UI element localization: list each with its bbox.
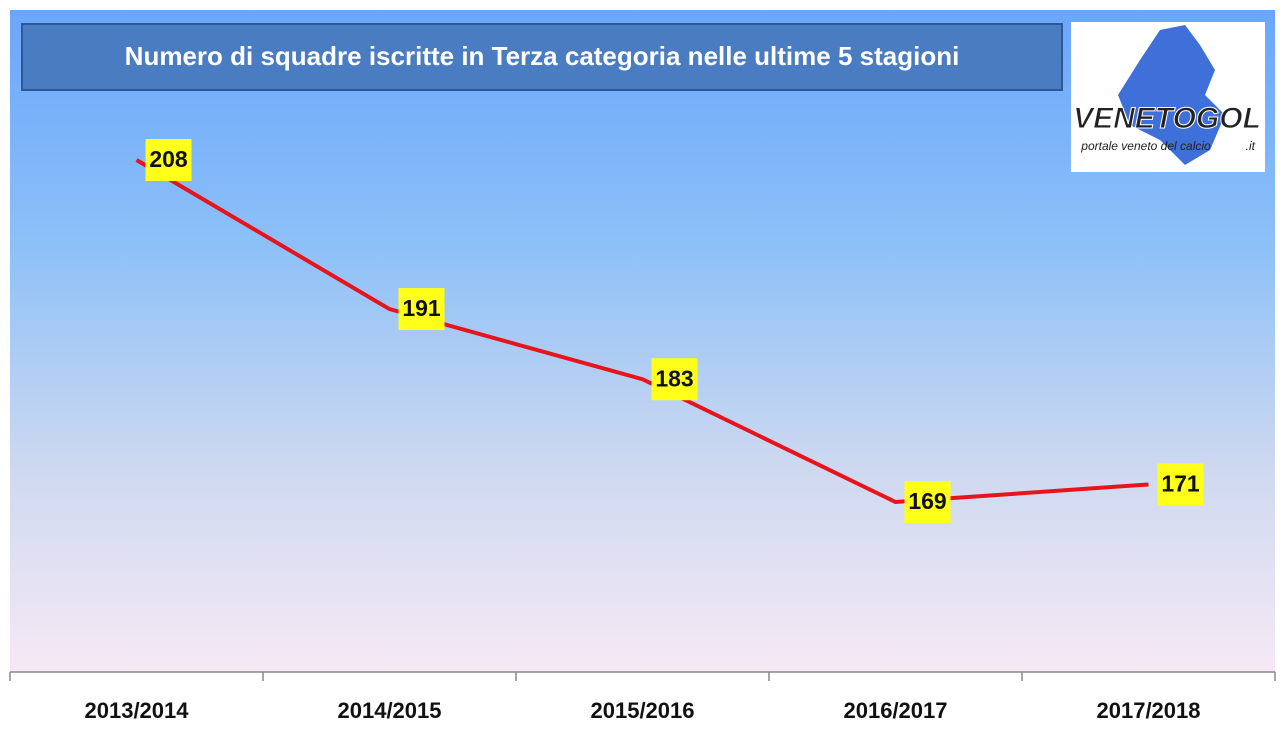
data-label-box [1157, 463, 1204, 506]
chart-title: Numero di squadre iscritte in Terza cate… [125, 41, 960, 71]
data-label: 169 [908, 488, 946, 514]
logo-tagline: portale veneto del calcio [1080, 139, 1211, 153]
data-label-box [904, 481, 951, 523]
data-label: 183 [655, 365, 693, 391]
title-box [21, 23, 1063, 91]
data-label-box [398, 288, 445, 331]
logo: VENETOGOL portale veneto del calcio .it [1071, 22, 1265, 172]
logo-name: VENETOGOL [1073, 102, 1261, 135]
x-tick-label: 2014/2015 [338, 698, 442, 723]
data-label: 208 [149, 146, 188, 172]
x-tick-label: 2015/2016 [591, 698, 695, 723]
data-label-box [145, 139, 192, 181]
x-tick-label: 2017/2018 [1097, 698, 1201, 723]
line [135, 158, 1149, 505]
x-tick-label: 2013/2014 [85, 698, 190, 723]
logo-suffix: .it [1246, 139, 1256, 153]
x-tick-label: 2016/2017 [844, 698, 948, 723]
plot-background [10, 10, 1275, 672]
data-label: 171 [1161, 471, 1200, 497]
data-label: 191 [402, 295, 441, 321]
data-label-box [651, 358, 698, 401]
logo-map [1118, 25, 1225, 165]
